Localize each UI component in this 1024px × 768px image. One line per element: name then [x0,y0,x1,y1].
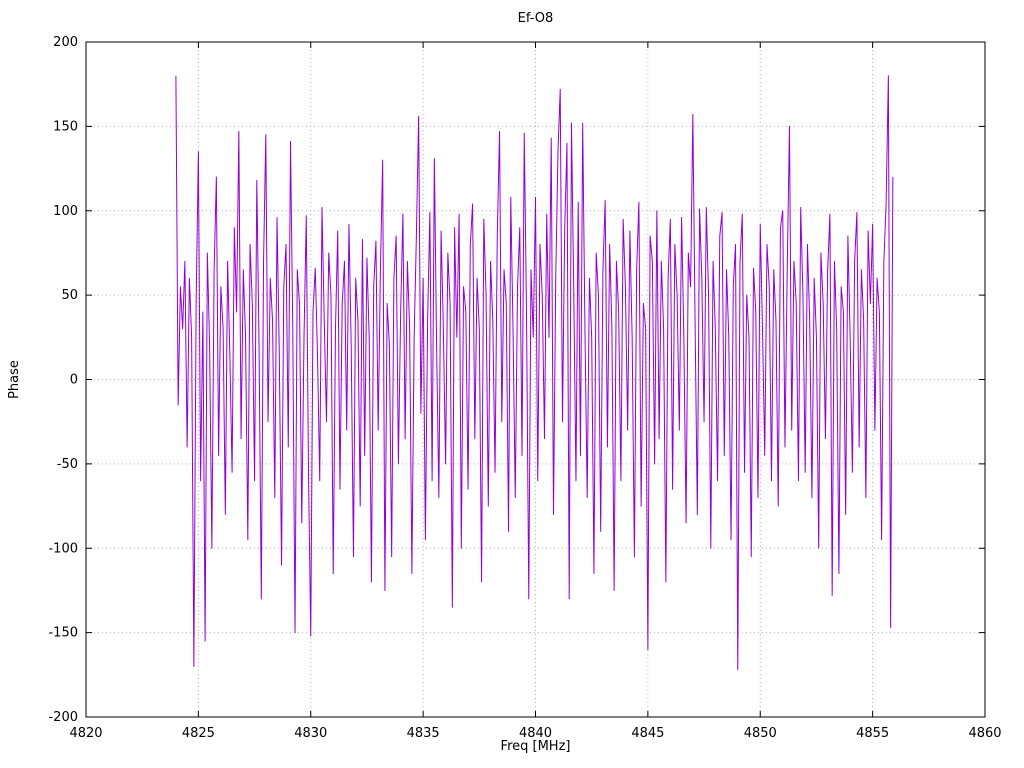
x-tick-label: 4835 [407,726,440,741]
y-tick-label: 0 [70,373,78,388]
x-tick-label: 4855 [856,726,889,741]
data-series [175,75,894,671]
x-tick-label: 4830 [294,726,327,741]
x-tick-label: 4850 [744,726,777,741]
y-tick-label: 100 [53,204,78,219]
x-tick-label: 4820 [69,726,102,741]
phase-data-line [175,75,894,671]
x-axis-label: Freq [MHz] [501,739,571,754]
y-tick-label: -150 [48,626,78,641]
chart-title: Ef-O8 [518,11,554,26]
y-tick-label: 50 [61,288,78,303]
x-tick-label: 4845 [631,726,664,741]
grid-lines [85,41,986,718]
tick-labels: 4820 4825 4830 4835 4840 4845 4850 4855 4860 -200… [48,35,1001,741]
x-tick-label: 4860 [968,726,1001,741]
y-tick-label: 200 [53,35,78,50]
x-tick-label: 4825 [182,726,215,741]
y-tick-label: -50 [57,457,78,472]
axis-labels: Ef-O8 Freq [MHz] Phase [7,11,570,754]
plot-frame [85,41,986,718]
y-tick-label: 150 [53,119,78,134]
y-tick-label: -100 [48,541,78,556]
x-tick-label: 4840 [519,726,552,741]
y-tick-label: -200 [48,710,78,725]
y-axis-label: Phase [7,360,22,399]
